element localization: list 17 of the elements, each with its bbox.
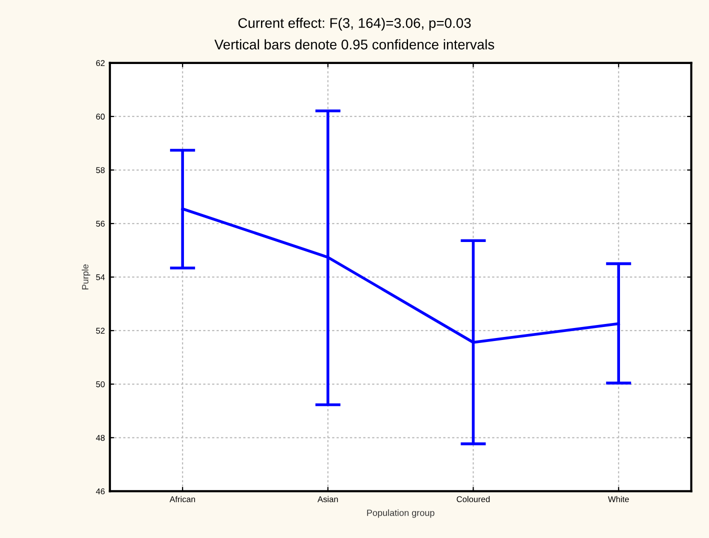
y-tick-label: 58 bbox=[96, 167, 105, 174]
y-tick-label: 48 bbox=[96, 434, 105, 441]
x-tick-label: Asian bbox=[318, 496, 338, 502]
y-tick-label: 60 bbox=[96, 114, 105, 120]
chart-subtitle: Vertical bars denote 0.95 confidence intervals bbox=[214, 39, 494, 50]
x-tick-label: African bbox=[170, 496, 195, 502]
y-tick-label: 54 bbox=[96, 274, 105, 280]
y-tick-label: 56 bbox=[96, 220, 105, 227]
y-axis-title: Purple bbox=[82, 264, 90, 290]
x-axis-title: Population group bbox=[367, 509, 434, 518]
y-tick-label: 52 bbox=[96, 328, 105, 334]
chart-title: Current effect: F(3, 164)=3.06, p=0.03 bbox=[238, 18, 471, 31]
y-tick-label: 50 bbox=[96, 381, 105, 388]
x-tick-label: Coloured bbox=[456, 496, 490, 502]
y-tick-label: 62 bbox=[96, 60, 105, 66]
x-tick-label: White bbox=[608, 496, 629, 502]
y-tick-label: 46 bbox=[96, 488, 105, 494]
